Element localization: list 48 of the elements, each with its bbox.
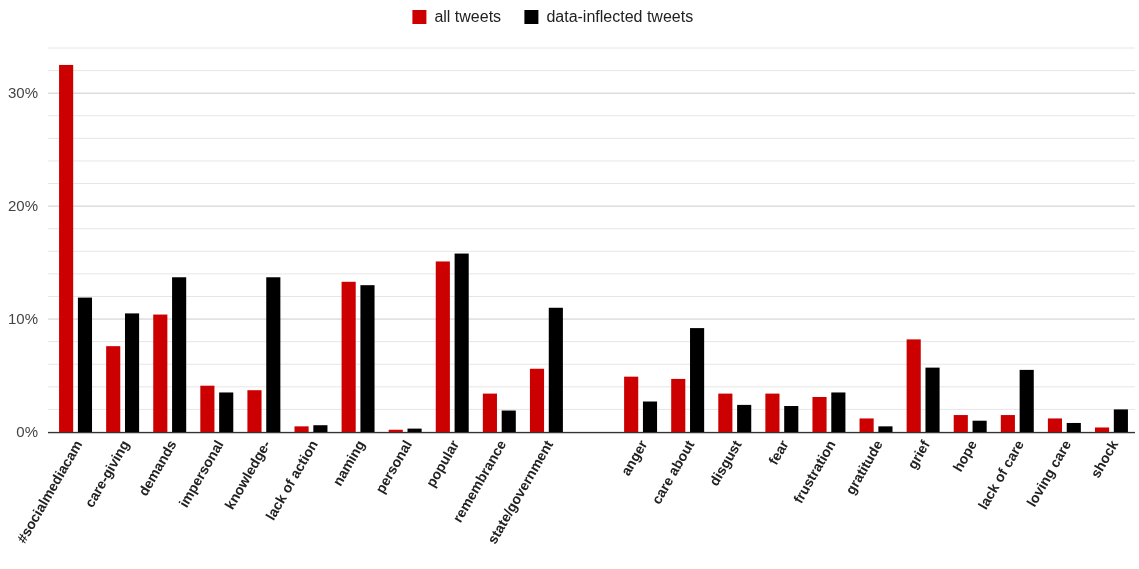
bar [219,392,234,432]
bar [360,285,375,432]
bar [106,346,121,432]
y-tick-label: 30% [7,84,38,102]
bar [341,281,356,432]
bar [247,390,262,432]
legend-label: data-inflected tweets [546,8,694,25]
bar [172,277,187,432]
bar [690,328,705,432]
bar [435,261,450,432]
bar [529,368,545,432]
bar [624,376,639,432]
bar [200,385,215,432]
bar [1066,422,1081,432]
bar [906,339,921,432]
y-tick-label: 20% [7,197,38,215]
y-tick-label: 0% [16,423,38,440]
bar [59,64,74,432]
bar [925,367,940,432]
bar [671,378,686,432]
bar [313,425,328,432]
bar [718,393,733,432]
bar [266,277,281,432]
bar [953,415,968,432]
bar [642,401,658,432]
bar [765,393,780,432]
bar [124,313,140,432]
y-tick-label: 10% [7,310,38,328]
bar [972,420,987,432]
bar [454,253,469,432]
bar [859,418,874,432]
legend-label: all tweets [434,8,502,25]
bar [482,393,497,432]
bar [1000,415,1015,432]
bar [1113,409,1128,432]
bar [878,426,893,432]
bar [153,314,168,432]
bar [548,307,563,432]
bar [77,297,93,432]
bar [294,426,309,432]
bar [1047,418,1063,432]
bar [784,406,799,432]
bar [501,410,516,432]
bar [737,404,752,432]
bar [1094,427,1110,432]
bar [812,396,827,432]
bar [831,392,846,432]
bar [1019,369,1034,432]
